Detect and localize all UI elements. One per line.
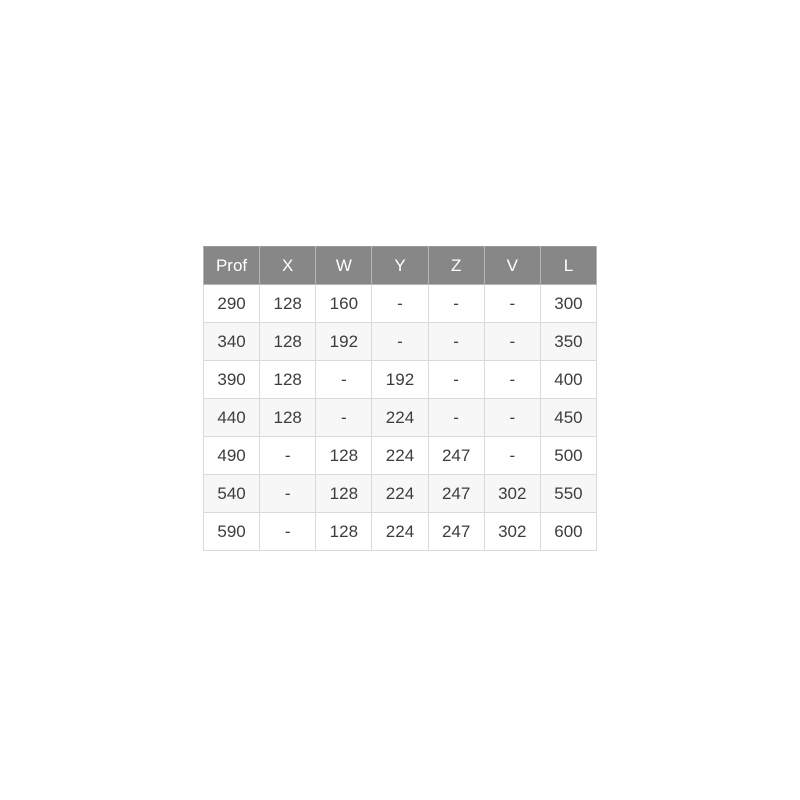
column-header-x: X — [259, 246, 317, 285]
table-cell: - — [483, 398, 541, 437]
table-cell: 192 — [315, 322, 373, 361]
table-cell: 500 — [539, 436, 598, 475]
table-cell: - — [315, 360, 373, 399]
table-cell: 450 — [539, 398, 598, 437]
table-cell: 128 — [315, 436, 373, 475]
table-row: 290 128 160- - -300 — [202, 284, 598, 323]
column-header-v: V — [483, 246, 541, 285]
table-header: Prof X W Y Z V L — [202, 246, 598, 285]
table-cell: 128 — [259, 398, 317, 437]
table-row: 490-128 224 247-500 — [202, 436, 598, 475]
table-row: 340 128 192- - -350 — [202, 322, 598, 361]
table-cell: - — [483, 360, 541, 399]
column-header-z: Z — [427, 246, 485, 285]
table-cell: 590 — [202, 512, 261, 551]
table-cell: - — [483, 284, 541, 323]
table-cell: 600 — [539, 512, 598, 551]
table-cell: - — [427, 360, 485, 399]
table-cell: - — [259, 512, 317, 551]
table-cell: 128 — [259, 360, 317, 399]
table-cell: 128 — [315, 474, 373, 513]
table-cell: 550 — [539, 474, 598, 513]
table-cell: - — [427, 398, 485, 437]
table-cell: - — [483, 436, 541, 475]
table-cell: 128 — [315, 512, 373, 551]
table-cell: 160 — [315, 284, 373, 323]
column-header-l: L — [539, 246, 598, 285]
table-cell: - — [259, 436, 317, 475]
table-cell: - — [427, 284, 485, 323]
table-cell: - — [483, 322, 541, 361]
column-header-prof: Prof — [202, 246, 261, 285]
table-cell: 247 — [427, 436, 485, 475]
table-cell: - — [259, 474, 317, 513]
table-row: 540-128 224 247 302 550 — [202, 474, 598, 513]
column-header-w: W — [315, 246, 373, 285]
table-cell: 224 — [371, 436, 429, 475]
table-cell: 340 — [202, 322, 261, 361]
table-cell: 302 — [483, 474, 541, 513]
table-cell: 192 — [371, 360, 429, 399]
table-cell: - — [315, 398, 373, 437]
table-row: 590-128 224 247 302 600 — [202, 512, 598, 551]
table-cell: 540 — [202, 474, 261, 513]
table-row: 390 128-192- -400 — [202, 360, 598, 399]
table-cell: 400 — [539, 360, 598, 399]
table-cell: 302 — [483, 512, 541, 551]
table-cell: - — [371, 284, 429, 323]
table-cell: 128 — [259, 322, 317, 361]
table-row: 440 128-224- -450 — [202, 398, 598, 437]
table-cell: 350 — [539, 322, 598, 361]
column-header-y: Y — [371, 246, 429, 285]
table-cell: 128 — [259, 284, 317, 323]
table-cell: - — [371, 322, 429, 361]
table-cell: 390 — [202, 360, 261, 399]
table-header-row: Prof X W Y Z V L — [202, 246, 598, 285]
table-cell: 224 — [371, 474, 429, 513]
table-cell: 247 — [427, 512, 485, 551]
dimensions-table: Prof X W Y Z V L 290 128 160- - -300 340 128 192- - -35… — [202, 246, 598, 551]
table-cell: 224 — [371, 398, 429, 437]
table-cell: 290 — [202, 284, 261, 323]
table-cell: 300 — [539, 284, 598, 323]
table-cell: 224 — [371, 512, 429, 551]
table-body: 290 128 160- - -300 340 128 192- - -350 390 128-192… — [202, 284, 598, 551]
table-cell: 440 — [202, 398, 261, 437]
dimensions-table-container: Prof X W Y Z V L 290 128 160- - -300 340 128 192- - -35… — [202, 246, 598, 551]
table-cell: 490 — [202, 436, 261, 475]
table-cell: 247 — [427, 474, 485, 513]
table-cell: - — [427, 322, 485, 361]
